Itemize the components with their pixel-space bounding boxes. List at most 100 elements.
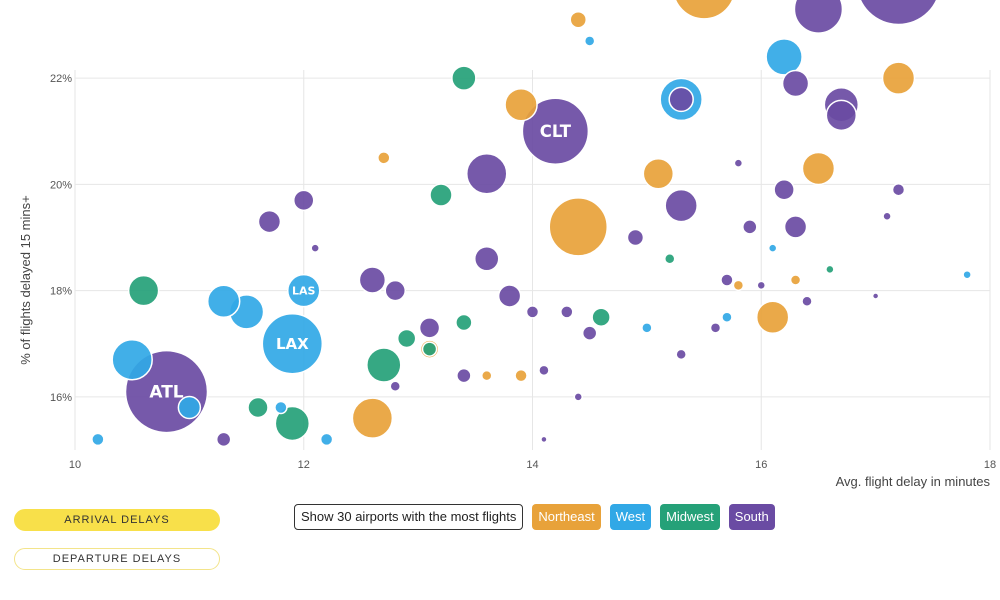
airport-bubble[interactable] (455, 313, 473, 332)
region-filter-northeast[interactable]: Northeast (532, 504, 601, 530)
airport-bubble[interactable] (418, 317, 441, 339)
airport-bubble[interactable] (521, 97, 590, 165)
airport-bubble[interactable] (514, 368, 528, 383)
airport-bubble[interactable] (675, 348, 687, 361)
airport-label: LAX (276, 335, 309, 353)
airport-bubble[interactable] (389, 380, 401, 392)
airport-label: CLT (540, 122, 572, 141)
airport-bubble[interactable] (781, 69, 810, 98)
airport-bubble[interactable] (962, 269, 972, 280)
airport-bubble[interactable] (733, 158, 744, 168)
airport-bubble[interactable] (287, 273, 321, 308)
airport-bubble[interactable] (581, 325, 598, 341)
departure-delays-button[interactable]: DEPARTURE DELAYS (14, 548, 220, 570)
airport-bubble[interactable] (247, 396, 269, 419)
airport-bubble[interactable] (793, 0, 844, 34)
airport-bubble[interactable] (91, 432, 105, 447)
airport-bubble[interactable] (881, 61, 916, 95)
airport-bubble[interactable] (871, 292, 880, 300)
airport-bubble[interactable] (641, 322, 653, 334)
airport-bubble[interactable] (673, 0, 735, 20)
airport-bubble[interactable] (127, 274, 160, 307)
airport-bubble[interactable] (709, 322, 722, 334)
airport-bubble[interactable] (560, 305, 574, 319)
region-filter-west[interactable]: West (609, 504, 652, 530)
airport-bubble[interactable] (456, 367, 472, 384)
airport-bubble[interactable] (384, 279, 406, 302)
airport-bubble[interactable] (801, 151, 836, 186)
airport-bubble[interactable] (801, 295, 813, 307)
airport-bubble[interactable] (504, 87, 538, 122)
airport-bubble[interactable] (765, 38, 803, 76)
airport-bubble[interactable] (319, 432, 334, 447)
airport-bubble[interactable] (540, 435, 548, 444)
airport-bubble[interactable] (882, 211, 892, 221)
airport-bubble[interactable] (664, 188, 698, 223)
airport-bubble[interactable] (274, 405, 311, 442)
airport-bubble[interactable] (481, 369, 493, 382)
airport-bubble[interactable] (206, 284, 241, 318)
airport-bubble[interactable] (358, 266, 387, 294)
airport-bubble[interactable] (111, 338, 153, 381)
airport-bubble[interactable] (755, 300, 790, 334)
airport-bubble[interactable] (721, 311, 733, 323)
airport-bubble[interactable] (274, 400, 288, 415)
airport-bubble[interactable] (474, 246, 500, 272)
airport-bubble[interactable] (377, 151, 391, 165)
airport-bubble[interactable] (756, 280, 766, 291)
airport-bubble[interactable] (525, 305, 540, 319)
airport-bubble[interactable] (261, 313, 324, 375)
airport-bubble[interactable] (257, 209, 282, 234)
x-tick-label: 10 (69, 459, 81, 471)
airport-bubble[interactable] (664, 253, 676, 265)
region-filter-south[interactable]: South (728, 504, 775, 530)
airport-bubble[interactable] (583, 35, 596, 47)
y-axis-title: % of flights delayed 15 mins+ (18, 195, 33, 364)
airport-bubble[interactable] (857, 0, 941, 26)
airport-bubble[interactable] (310, 243, 320, 253)
x-tick-label: 16 (755, 459, 767, 471)
airport-label: LAS (292, 284, 316, 297)
airport-bubble[interactable] (773, 178, 795, 201)
x-axis-title: Avg. flight delay in minutes (836, 474, 991, 489)
y-tick-label: 18% (50, 286, 72, 298)
airport-bubble[interactable] (626, 228, 645, 247)
filter-row: Show 30 airports with the most flights N… (294, 504, 775, 530)
airport-bubble[interactable] (732, 279, 745, 292)
airport-bubble[interactable] (789, 274, 802, 286)
airport-bubble[interactable] (573, 392, 583, 402)
airport-bubble[interactable] (351, 397, 394, 439)
airport-bubble[interactable] (177, 395, 202, 420)
airport-bubble[interactable] (569, 10, 587, 29)
airport-bubble[interactable] (466, 153, 508, 195)
airport-bubble[interactable] (742, 219, 758, 235)
airport-bubble[interactable] (548, 197, 608, 257)
airport-bubble[interactable] (591, 307, 611, 327)
airport-bubble[interactable] (825, 264, 835, 275)
airport-bubble[interactable] (366, 347, 402, 383)
airport-bubble[interactable] (421, 341, 438, 357)
arrival-delays-button[interactable]: ARRIVAL DELAYS (14, 509, 220, 531)
airport-bubble[interactable] (429, 183, 453, 207)
airport-bubble[interactable] (825, 99, 858, 132)
x-tick-label: 18 (984, 459, 996, 471)
airport-bubble[interactable] (293, 189, 315, 212)
airport-bubble[interactable] (538, 364, 550, 377)
region-filter-midwest[interactable]: Midwest (660, 504, 720, 530)
airport-bubble[interactable] (720, 273, 734, 287)
airport-bubble[interactable] (451, 65, 477, 91)
top-30-airports-button[interactable]: Show 30 airports with the most flights (294, 504, 524, 530)
airport-bubble[interactable] (668, 86, 694, 113)
x-tick-label: 14 (526, 459, 538, 471)
y-tick-label: 16% (50, 392, 72, 404)
airport-bubble[interactable] (215, 431, 232, 448)
airport-label: ATL (149, 383, 183, 403)
airport-bubble[interactable] (497, 284, 522, 308)
airport-bubble[interactable] (783, 215, 808, 239)
airport-bubble[interactable] (396, 328, 417, 349)
airport-bubble[interactable] (891, 182, 906, 197)
y-tick-label: 22% (50, 73, 72, 85)
airport-bubble[interactable] (767, 243, 778, 253)
airport-bubble[interactable] (642, 158, 675, 190)
axis-ticks: 10 12 14 16 18 16% 18% 20% 22% (50, 73, 996, 471)
